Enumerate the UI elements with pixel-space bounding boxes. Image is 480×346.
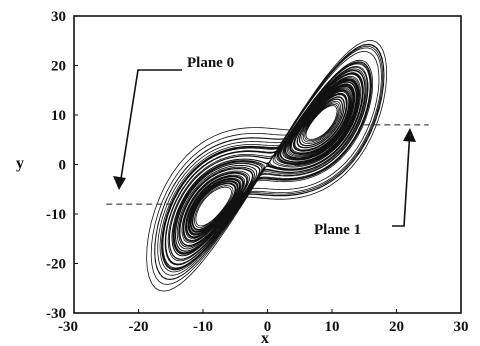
plane-1-arrow — [392, 129, 411, 227]
x-tick-label: 0 — [264, 319, 272, 335]
x-tick-label: 20 — [389, 319, 404, 335]
y-axis: 30 20 10 0 -10 -20 -30 — [46, 9, 78, 322]
x-tick-label: -30 — [58, 319, 78, 335]
y-tick-label: 30 — [51, 9, 66, 25]
y-tick-label: -30 — [46, 306, 66, 322]
plane-1-arrowhead — [403, 128, 416, 142]
x-tick-label: 10 — [325, 319, 340, 335]
plane-1-label: Plane 1 — [314, 222, 361, 238]
y-tick-label: -10 — [46, 207, 66, 223]
trajectory-series — [146, 40, 387, 292]
annotation-plane-0: Plane 0 — [113, 55, 234, 190]
y-tick-label: 20 — [51, 59, 66, 75]
annotation-plane-1: Plane 1 — [314, 128, 416, 238]
plane-0-arrow — [119, 69, 182, 186]
plane-0-arrowhead — [113, 176, 126, 190]
y-tick-label: 10 — [51, 108, 66, 124]
x-axis-label: x — [261, 330, 269, 346]
x-tick-label: 30 — [454, 319, 469, 335]
attractor-trajectory — [146, 40, 387, 292]
y-tick-label: -20 — [46, 257, 66, 273]
x-tick-label: -10 — [193, 319, 213, 335]
y-tick-label: 0 — [59, 158, 67, 174]
plane-0-label: Plane 0 — [187, 55, 234, 71]
x-axis: -30 -20 -10 0 10 20 30 — [58, 309, 469, 335]
x-tick-label: -20 — [129, 319, 149, 335]
y-axis-label: y — [16, 155, 24, 172]
